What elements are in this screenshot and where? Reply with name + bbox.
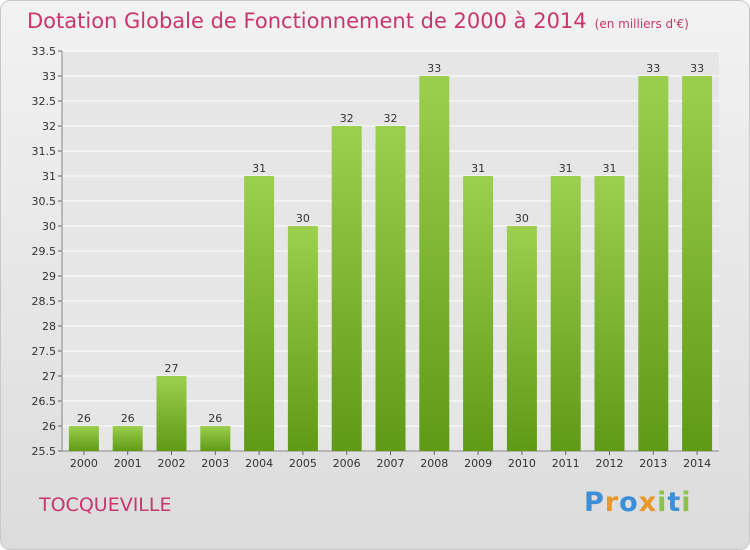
y-tick-label: 28.5	[32, 295, 57, 308]
x-tick-label: 2006	[333, 457, 361, 470]
chart-subtitle: (en milliers d'€)	[594, 17, 689, 31]
x-tick-label: 2010	[508, 457, 536, 470]
x-tick-label: 2011	[552, 457, 580, 470]
bar-value-label: 27	[165, 362, 179, 375]
bar	[331, 126, 362, 451]
y-tick-label: 32	[42, 120, 56, 133]
y-tick-label: 33	[42, 70, 56, 83]
proxiti-logo: Proxiti	[584, 487, 692, 518]
bar	[550, 176, 581, 451]
x-tick-label: 2001	[114, 457, 142, 470]
bar-value-label: 33	[690, 62, 704, 75]
bar-value-label: 26	[77, 412, 91, 425]
x-tick-label: 2002	[158, 457, 186, 470]
y-tick-label: 27.5	[32, 345, 57, 358]
bar-value-label: 31	[559, 162, 573, 175]
x-tick-label: 2004	[245, 457, 273, 470]
bar-value-label: 33	[427, 62, 441, 75]
bar-value-label: 26	[208, 412, 222, 425]
x-tick-label: 2005	[289, 457, 317, 470]
y-tick-label: 29	[42, 270, 56, 283]
y-tick-label: 26.5	[32, 395, 57, 408]
bar	[463, 176, 494, 451]
bar	[682, 76, 713, 451]
y-tick-label: 31	[42, 170, 56, 183]
bar-value-label: 32	[340, 112, 354, 125]
x-tick-label: 2007	[377, 457, 405, 470]
bar	[506, 226, 537, 451]
bar-value-label: 33	[646, 62, 660, 75]
y-tick-label: 30.5	[32, 195, 57, 208]
bar	[419, 76, 450, 451]
bar	[638, 76, 669, 451]
x-tick-label: 2013	[639, 457, 667, 470]
y-tick-label: 26	[42, 420, 56, 433]
x-tick-label: 2009	[464, 457, 492, 470]
x-tick-label: 2014	[683, 457, 711, 470]
bar	[200, 426, 231, 451]
bar	[244, 176, 275, 451]
y-tick-label: 25.5	[32, 445, 57, 458]
bar-value-label: 31	[471, 162, 485, 175]
bar-value-label: 31	[603, 162, 617, 175]
y-tick-label: 30	[42, 220, 56, 233]
x-tick-label: 2000	[70, 457, 98, 470]
x-tick-label: 2003	[201, 457, 229, 470]
x-tick-label: 2012	[596, 457, 624, 470]
bar	[594, 176, 625, 451]
bar-value-label: 31	[252, 162, 266, 175]
bar-value-label: 26	[121, 412, 135, 425]
y-tick-label: 32.5	[32, 95, 57, 108]
commune-name: TOCQUEVILLE	[39, 494, 172, 516]
bar	[68, 426, 99, 451]
bar	[156, 376, 187, 451]
y-tick-label: 31.5	[32, 145, 57, 158]
bar	[375, 126, 406, 451]
chart-title: Dotation Globale de Fonctionnement de 20…	[27, 9, 689, 33]
y-tick-label: 29.5	[32, 245, 57, 258]
bar	[112, 426, 143, 451]
y-tick-label: 33.5	[32, 45, 57, 58]
bar	[287, 226, 318, 451]
bar-value-label: 30	[296, 212, 310, 225]
y-tick-label: 28	[42, 320, 56, 333]
bar-value-label: 32	[384, 112, 398, 125]
chart-title-text: Dotation Globale de Fonctionnement de 20…	[27, 9, 587, 33]
x-tick-label: 2008	[420, 457, 448, 470]
y-tick-label: 27	[42, 370, 56, 383]
bar-value-label: 30	[515, 212, 529, 225]
